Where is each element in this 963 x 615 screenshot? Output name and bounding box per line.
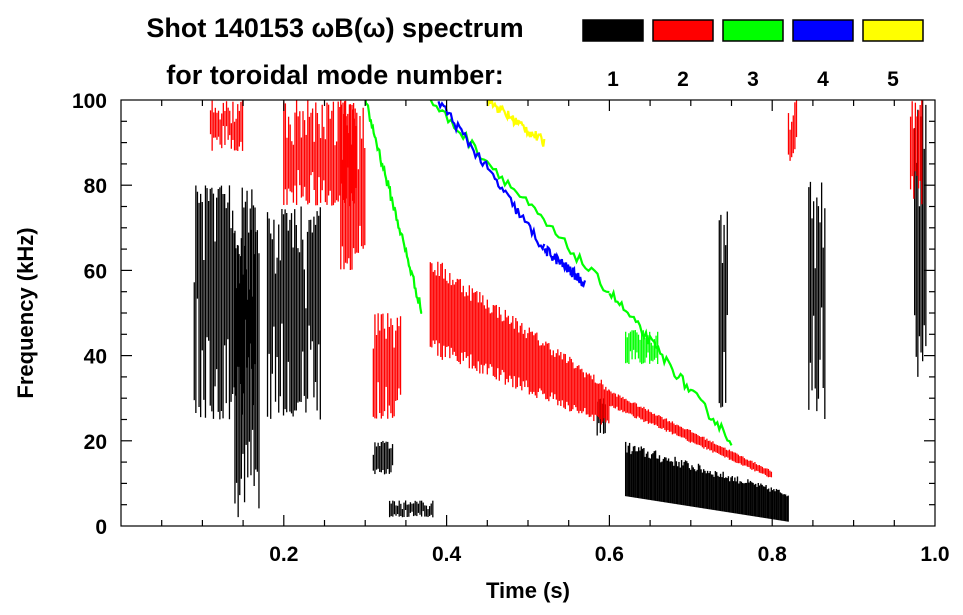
legend-swatch-mode-5 — [862, 19, 924, 42]
legend-swatch-mode-1 — [582, 19, 644, 42]
mode-2-feature-16 — [429, 261, 610, 425]
legend-swatch-mode-3 — [722, 19, 784, 42]
mode-4-feature-22 — [437, 100, 546, 252]
mode-4-feature-23 — [543, 244, 587, 289]
mode-2-feature-10 — [209, 100, 244, 151]
legend-label-mode-1: 1 — [607, 68, 619, 91]
mode-1-feature-6 — [718, 211, 728, 408]
legend-swatch-mode-4 — [792, 19, 854, 42]
mode-5-feature-24 — [486, 100, 546, 147]
mode-1-feature-0 — [193, 185, 256, 420]
y-tick-label: 0 — [95, 516, 107, 539]
legend-label-mode-3: 3 — [747, 68, 759, 91]
mode-3-feature-21 — [625, 330, 659, 365]
mode-3-feature-19 — [429, 100, 610, 294]
mode-3-feature-18 — [364, 100, 423, 314]
mode-1-feature-4 — [388, 500, 434, 518]
legend-label-mode-5: 5 — [887, 68, 899, 91]
mode-2-feature-14 — [787, 100, 798, 161]
mode-2-feature-15 — [909, 100, 923, 205]
legend-label-mode-4: 4 — [817, 68, 829, 91]
mode-3-feature-20 — [608, 288, 733, 446]
x-tick-label: 1.0 — [920, 543, 949, 566]
mode-2-feature-12 — [340, 100, 366, 270]
mode-1-feature-1 — [234, 229, 260, 518]
mode-1-feature-7 — [808, 181, 826, 419]
x-tick-label: 0.4 — [432, 543, 462, 566]
axes: 0.2 0.4 0.6 0.8 1.0 0 20 40 60 80 100 — [72, 90, 950, 566]
y-tick-label: 20 — [84, 431, 107, 454]
y-axis-label: Frequency (kHz) — [13, 227, 38, 398]
chart-title-line1: Shot 140153 ωB(ω) spectrum — [146, 13, 523, 43]
mode-2-feature-17 — [608, 390, 773, 478]
x-tick-label: 0.2 — [269, 543, 298, 566]
mode-1-feature-8 — [914, 100, 927, 377]
legend-swatch-mode-2 — [652, 19, 714, 42]
y-tick-label: 60 — [84, 260, 107, 283]
chart-title-line2: for toroidal mode number: — [166, 60, 504, 90]
y-tick-label: 100 — [72, 90, 107, 113]
mode-1-feature-9 — [624, 441, 789, 522]
mode-1-feature-2 — [266, 206, 321, 420]
mode-legend: 1 2 3 4 5 — [582, 19, 924, 91]
legend-label-mode-2: 2 — [677, 68, 689, 91]
spectrum-marks — [193, 100, 927, 522]
mode-1-feature-3 — [372, 440, 394, 475]
y-tick-label: 80 — [84, 175, 107, 198]
y-tick-label: 40 — [84, 346, 107, 369]
mode-2-feature-13 — [372, 313, 402, 419]
x-axis-label: Time (s) — [486, 578, 570, 603]
x-tick-label: 0.8 — [758, 543, 788, 566]
x-tick-label: 0.6 — [595, 543, 624, 566]
